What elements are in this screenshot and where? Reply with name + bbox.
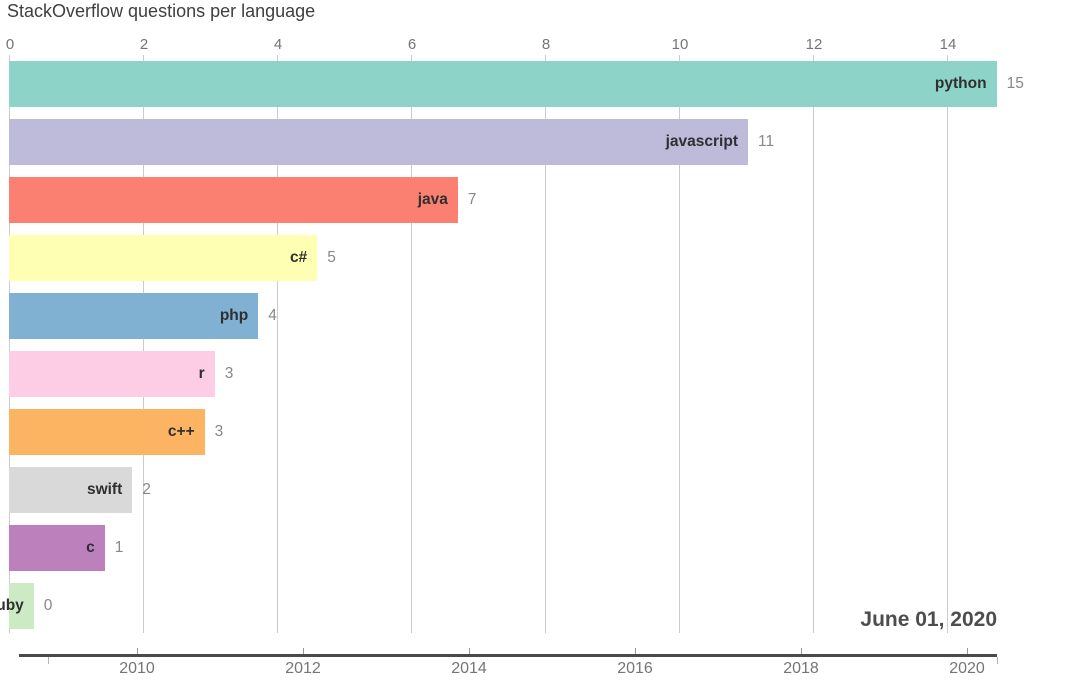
bar-c# — [9, 235, 318, 281]
bar-javascript — [9, 119, 748, 165]
time-tick-2012 — [303, 648, 304, 654]
value-tick-label: 8 — [541, 36, 551, 53]
time-tick-2020 — [967, 648, 968, 654]
bar-php — [9, 293, 259, 339]
value-tick-label: 4 — [273, 36, 283, 53]
value-gridline — [9, 55, 10, 633]
bar-value-r: 3 — [224, 365, 234, 382]
bar-label-c++: c++ — [167, 423, 195, 440]
value-gridline — [411, 55, 412, 633]
value-tick-label: 6 — [407, 36, 417, 53]
bar-value-python: 15 — [1006, 75, 1024, 92]
value-tick-label: 2 — [139, 36, 149, 53]
bar-value-java: 7 — [467, 191, 477, 208]
bar-java — [9, 177, 458, 223]
bar-label-java: java — [417, 191, 448, 208]
bar-value-c: 1 — [114, 539, 124, 556]
value-gridline — [947, 55, 948, 633]
time-axis-outer-tick — [48, 657, 49, 664]
time-tick-2010 — [137, 648, 138, 654]
time-tick-label-2014: 2014 — [451, 660, 487, 677]
bar-label-javascript: javascript — [665, 133, 738, 150]
bar-label-ruby: ruby — [0, 597, 24, 614]
value-tick-label: 0 — [5, 36, 15, 53]
bar-label-c#: c# — [289, 249, 308, 266]
time-tick-label-2020: 2020 — [949, 660, 985, 677]
current-date-label: June 01, 2020 — [860, 608, 997, 631]
bar-ruby — [9, 583, 34, 629]
bar-value-php: 4 — [268, 307, 277, 324]
time-tick-label-2016: 2016 — [617, 660, 653, 677]
time-tick-label-2012: 2012 — [285, 660, 321, 677]
bar-c++ — [9, 409, 205, 455]
bar-c — [9, 525, 105, 571]
time-tick-label-2010: 2010 — [119, 660, 155, 677]
chart-title: StackOverflow questions per language — [7, 1, 316, 21]
value-tick-label: 14 — [939, 36, 957, 53]
time-axis-outer-tick — [997, 657, 998, 664]
bar-python — [9, 61, 997, 107]
bar-label-r: r — [198, 365, 205, 382]
value-tick-label: 10 — [671, 36, 689, 53]
bar-label-python: python — [934, 75, 987, 92]
time-axis-line — [19, 654, 997, 657]
bar-value-swift: 2 — [142, 481, 151, 498]
time-tick-2016 — [635, 648, 636, 654]
bar-r — [9, 351, 215, 397]
time-tick-label-2018: 2018 — [783, 660, 819, 677]
value-gridline — [545, 55, 546, 633]
value-gridline — [813, 55, 814, 633]
value-gridline — [143, 55, 144, 633]
bar-swift — [9, 467, 133, 513]
bar-value-ruby: 0 — [43, 597, 53, 614]
bar-value-javascript: 11 — [758, 133, 775, 150]
time-tick-2014 — [469, 648, 470, 654]
time-tick-2018 — [801, 648, 802, 654]
bar-value-c++: 3 — [214, 423, 224, 440]
bar-label-c: c — [86, 539, 95, 556]
bar-label-swift: swift — [86, 481, 123, 498]
bar-value-c#: 5 — [327, 249, 336, 266]
value-tick-label: 12 — [805, 36, 823, 53]
bar-label-php: php — [219, 307, 249, 324]
value-gridline — [679, 55, 680, 633]
value-gridline — [277, 55, 278, 633]
